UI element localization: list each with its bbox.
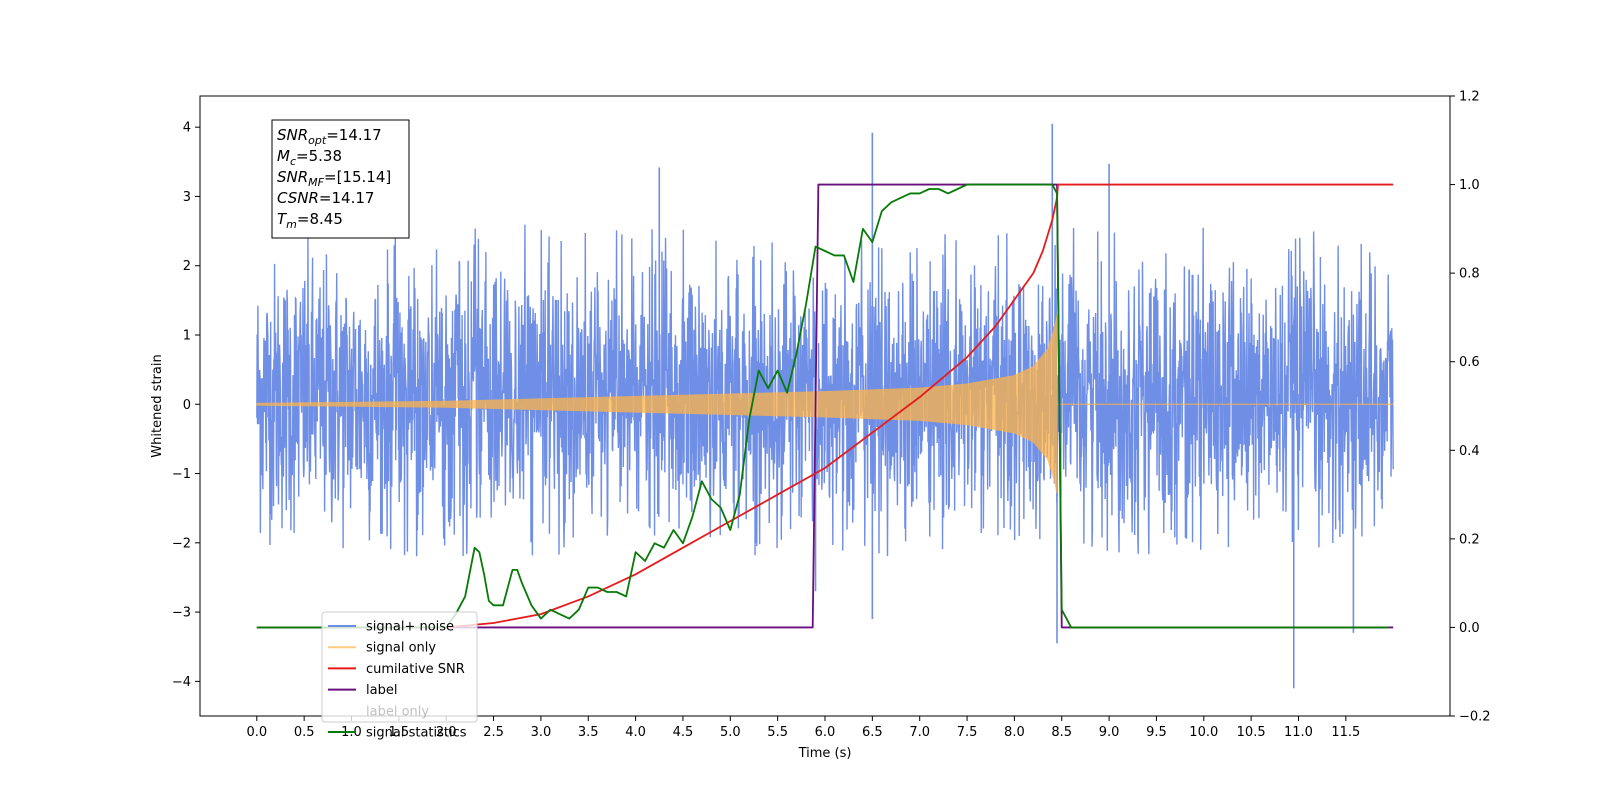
left-y-tick-label: 0 xyxy=(183,398,191,413)
x-tick-label: 5.5 xyxy=(767,725,788,740)
stat-line: Tm=8.45 xyxy=(277,210,343,231)
x-tick-label: 8.5 xyxy=(1051,725,1072,740)
right-y-tick-label: 1.2 xyxy=(1459,90,1480,105)
x-tick-label: 7.5 xyxy=(957,725,978,740)
x-tick-label: 11.0 xyxy=(1284,725,1313,740)
x-tick-label: 3.5 xyxy=(578,725,599,740)
cumulative-snr-line xyxy=(446,183,1394,629)
legend-label: signal statistics xyxy=(366,726,467,741)
x-tick-label: 5.0 xyxy=(720,725,741,740)
stat-line: Mc=5.38 xyxy=(277,147,342,168)
x-tick-label: 6.5 xyxy=(862,725,883,740)
right-y-tick-label: 1.0 xyxy=(1459,178,1480,193)
stat-line: SNRMF=[15.14] xyxy=(277,168,391,189)
x-tick-label: 7.0 xyxy=(909,725,930,740)
right-y-tick-label: −0.2 xyxy=(1459,710,1491,725)
legend: signal+ noise signal only cumilative SNR la… xyxy=(321,611,478,741)
left-y-tick-label: −4 xyxy=(172,675,191,690)
legend-label: label only xyxy=(366,704,429,719)
x-tick-label: 4.5 xyxy=(673,725,694,740)
x-tick-label: 0.5 xyxy=(294,725,315,740)
x-tick-label: 2.0 xyxy=(436,725,457,740)
right-y-tick-label: 0.2 xyxy=(1459,532,1480,547)
signal-only-line xyxy=(256,314,1394,493)
right-y-tick-label: 0.0 xyxy=(1459,621,1480,636)
left-y-tick-label: 2 xyxy=(183,259,191,274)
legend-entry-cumilative-snr: cumilative SNR xyxy=(328,662,465,677)
x-tick-label: 6.0 xyxy=(815,725,836,740)
x-tick-label: 11.5 xyxy=(1331,725,1360,740)
legend-entry-label-only: label only xyxy=(366,704,429,719)
right-y-tick-label: 0.6 xyxy=(1459,355,1480,370)
stats-box-frame xyxy=(271,119,410,239)
left-y-tick-label: −2 xyxy=(172,536,191,551)
x-tick-label: 8.0 xyxy=(1004,725,1025,740)
signal-statistics-line xyxy=(256,183,1389,629)
left-y-tick-label: −1 xyxy=(172,467,191,482)
left-y-tick-label: 4 xyxy=(183,121,191,136)
stats-annotation-box: SNRopt=14.17Mc=5.38SNRMF=[15.14]CSNR=14.… xyxy=(271,119,410,239)
legend-entry-label: label xyxy=(328,683,397,698)
legend-label: signal+ noise xyxy=(366,620,454,635)
x-tick-label: 0.0 xyxy=(246,725,267,740)
x-tick-label: 10.5 xyxy=(1237,725,1266,740)
right-y-tick-label: 0.4 xyxy=(1459,444,1480,459)
legend-entry-signal-only: signal only xyxy=(328,641,436,656)
stat-line: SNRopt=14.17 xyxy=(277,126,382,147)
legend-frame xyxy=(321,611,478,723)
x-tick-label: 3.0 xyxy=(531,725,552,740)
x-tick-label: 10.0 xyxy=(1189,725,1218,740)
x-tick-label: 1.5 xyxy=(389,725,410,740)
right-y-tick-label: 0.8 xyxy=(1459,267,1480,282)
left-y-tick-label: 3 xyxy=(183,190,191,205)
left-y-tick-label: 1 xyxy=(183,328,191,343)
right-y-axis-ticks: −0.2 0.0 0.2 0.4 0.6 0.8 1.0 1.2 xyxy=(1450,90,1491,725)
stat-line: CSNR=14.17 xyxy=(277,189,374,207)
x-tick-label: 9.5 xyxy=(1146,725,1167,740)
legend-label: label xyxy=(366,683,397,698)
x-tick-label: 2.5 xyxy=(483,725,504,740)
x-axis-label: Time (s) xyxy=(798,746,852,761)
x-tick-label: 4.0 xyxy=(625,725,646,740)
y-axis-label: Whitened strain xyxy=(150,354,165,457)
legend-entry-signal-noise: signal+ noise xyxy=(328,620,454,635)
legend-label: signal only xyxy=(366,641,436,656)
legend-entry-signal-statistics: signal statistics xyxy=(328,726,467,741)
plot-area xyxy=(256,123,1394,689)
legend-label: cumilative SNR xyxy=(366,662,465,677)
x-tick-label: 9.0 xyxy=(1099,725,1120,740)
signal-noise-line xyxy=(256,218,1394,557)
left-y-axis-ticks: −4 −3 −2 −1 0 1 2 3 4 xyxy=(172,121,200,690)
left-y-tick-label: −3 xyxy=(172,606,191,621)
x-axis-ticks: 0.0 0.5 1.0 1.5 2.0 2.5 3.0 3.5 4.0 4.5 5.0 5.5 6.0 6… xyxy=(246,716,1360,740)
